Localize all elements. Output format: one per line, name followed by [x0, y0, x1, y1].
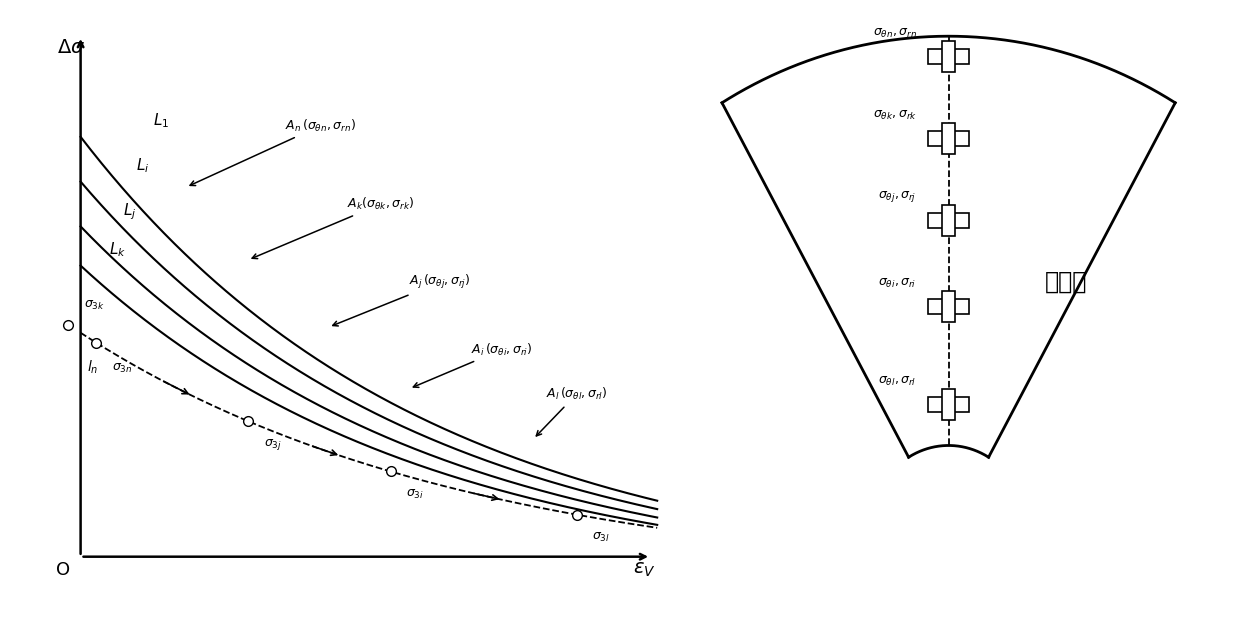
Text: $\sigma_{3j}$: $\sigma_{3j}$ — [263, 437, 281, 452]
FancyBboxPatch shape — [942, 41, 955, 72]
Text: $L_j$: $L_j$ — [124, 202, 136, 222]
FancyBboxPatch shape — [942, 123, 955, 154]
FancyBboxPatch shape — [929, 49, 968, 64]
FancyBboxPatch shape — [929, 131, 968, 146]
FancyBboxPatch shape — [929, 299, 968, 313]
Text: $A_j\,(\sigma_{\theta j},\sigma_{rj})$: $A_j\,(\sigma_{\theta j},\sigma_{rj})$ — [332, 274, 471, 326]
Text: $l_{n}$: $l_{n}$ — [87, 359, 98, 376]
Text: $\sigma_{\theta n},\sigma_{rn}$: $\sigma_{\theta n},\sigma_{rn}$ — [873, 27, 916, 40]
Text: $\sigma_{3n}$: $\sigma_{3n}$ — [112, 361, 131, 374]
FancyBboxPatch shape — [942, 205, 955, 236]
Text: $\sigma_{3k}$: $\sigma_{3k}$ — [84, 299, 104, 312]
Text: $\Delta\sigma$: $\Delta\sigma$ — [57, 38, 86, 57]
Text: $\sigma_{\theta j},\sigma_{rj}$: $\sigma_{\theta j},\sigma_{rj}$ — [878, 189, 916, 204]
Text: $\sigma_{\theta l},\sigma_{rl}$: $\sigma_{\theta l},\sigma_{rl}$ — [878, 375, 916, 388]
Text: $L_k$: $L_k$ — [109, 240, 126, 259]
Text: $A_i\,(\sigma_{\theta i},\sigma_{ri})$: $A_i\,(\sigma_{\theta i},\sigma_{ri})$ — [413, 341, 533, 388]
Text: O: O — [56, 561, 69, 579]
Text: 破碎区: 破碎区 — [1045, 270, 1087, 294]
Text: $L_1$: $L_1$ — [153, 111, 170, 131]
Text: $A_k(\sigma_{\theta k},\sigma_{rk})$: $A_k(\sigma_{\theta k},\sigma_{rk})$ — [252, 196, 414, 259]
Text: $L_i$: $L_i$ — [136, 156, 149, 175]
Text: $\sigma_{3i}$: $\sigma_{3i}$ — [407, 488, 424, 501]
FancyBboxPatch shape — [929, 397, 968, 412]
Text: $A_n\,(\sigma_{\theta n},\sigma_{rn})$: $A_n\,(\sigma_{\theta n},\sigma_{rn})$ — [190, 118, 356, 185]
FancyBboxPatch shape — [929, 213, 968, 228]
Text: $A_l\,(\sigma_{\theta l},\sigma_{rl})$: $A_l\,(\sigma_{\theta l},\sigma_{rl})$ — [537, 386, 608, 436]
FancyBboxPatch shape — [942, 290, 955, 322]
FancyBboxPatch shape — [942, 389, 955, 420]
Text: $\varepsilon_V$: $\varepsilon_V$ — [634, 560, 656, 579]
Text: $\sigma_{3l}$: $\sigma_{3l}$ — [593, 531, 610, 544]
Text: $\sigma_{\theta i},\sigma_{ri}$: $\sigma_{\theta i},\sigma_{ri}$ — [878, 277, 916, 290]
Text: $\sigma_{\theta k},\sigma_{rk}$: $\sigma_{\theta k},\sigma_{rk}$ — [873, 109, 916, 122]
